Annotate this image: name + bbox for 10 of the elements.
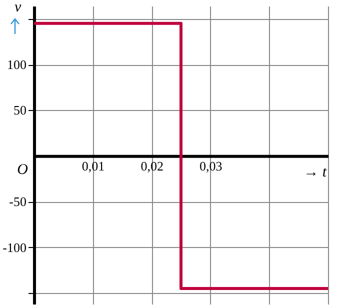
y-tick-label: 100 [7, 57, 26, 72]
y-tick-label: 50 [14, 102, 26, 118]
text: O [17, 162, 28, 178]
y-tick-label: -50 [9, 194, 26, 210]
y-tick-label: -100 [2, 240, 26, 255]
x-tick-label: 0,03 [200, 158, 222, 174]
y-axis-title: v [14, 0, 22, 16]
x-tick-label: 0,01 [82, 158, 105, 174]
x-axis-title: → t [304, 164, 328, 180]
x-tick-label: 0,02 [140, 158, 164, 174]
